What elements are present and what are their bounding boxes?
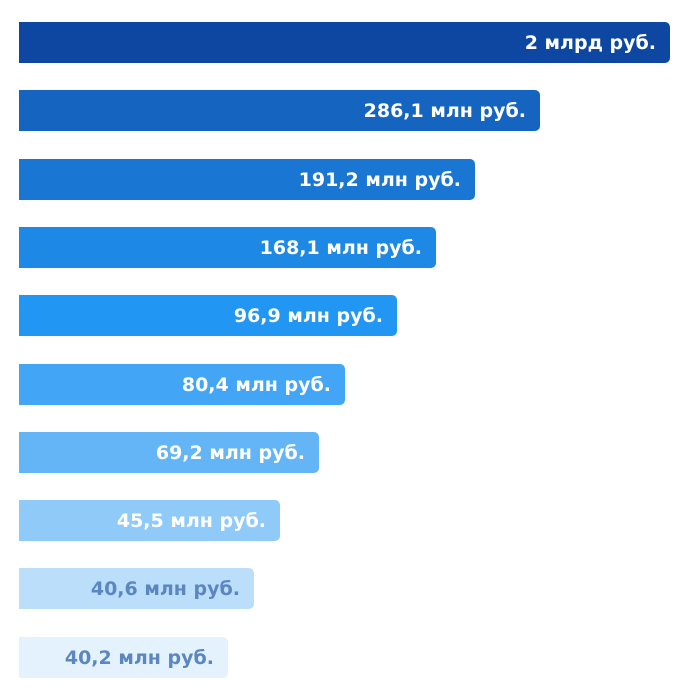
- bar: 168,1 млн руб.: [19, 227, 436, 268]
- bar-value-label: 80,4 млн руб.: [181, 373, 331, 396]
- bar: 40,2 млн руб.: [19, 637, 228, 678]
- bar-value-label: 69,2 млн руб.: [155, 441, 305, 464]
- bar-value-label: 286,1 млн руб.: [363, 99, 526, 122]
- bar-value-label: 2 млрд руб.: [524, 31, 656, 54]
- bar: 40,6 млн руб.: [19, 568, 254, 609]
- bar: 80,4 млн руб.: [19, 364, 345, 405]
- bar-value-label: 191,2 млн руб.: [298, 168, 461, 191]
- bar: 191,2 млн руб.: [19, 159, 475, 200]
- bar: 45,5 млн руб.: [19, 500, 280, 541]
- bar-value-label: 40,2 млн руб.: [64, 646, 214, 669]
- bar-value-label: 45,5 млн руб.: [116, 509, 266, 532]
- bar: 69,2 млн руб.: [19, 432, 319, 473]
- bar: 2 млрд руб.: [19, 22, 670, 63]
- bar: 286,1 млн руб.: [19, 90, 540, 131]
- bar-value-label: 96,9 млн руб.: [233, 304, 383, 327]
- bar-value-label: 40,6 млн руб.: [90, 577, 240, 600]
- bar-value-label: 168,1 млн руб.: [259, 236, 422, 259]
- bar: 96,9 млн руб.: [19, 295, 397, 336]
